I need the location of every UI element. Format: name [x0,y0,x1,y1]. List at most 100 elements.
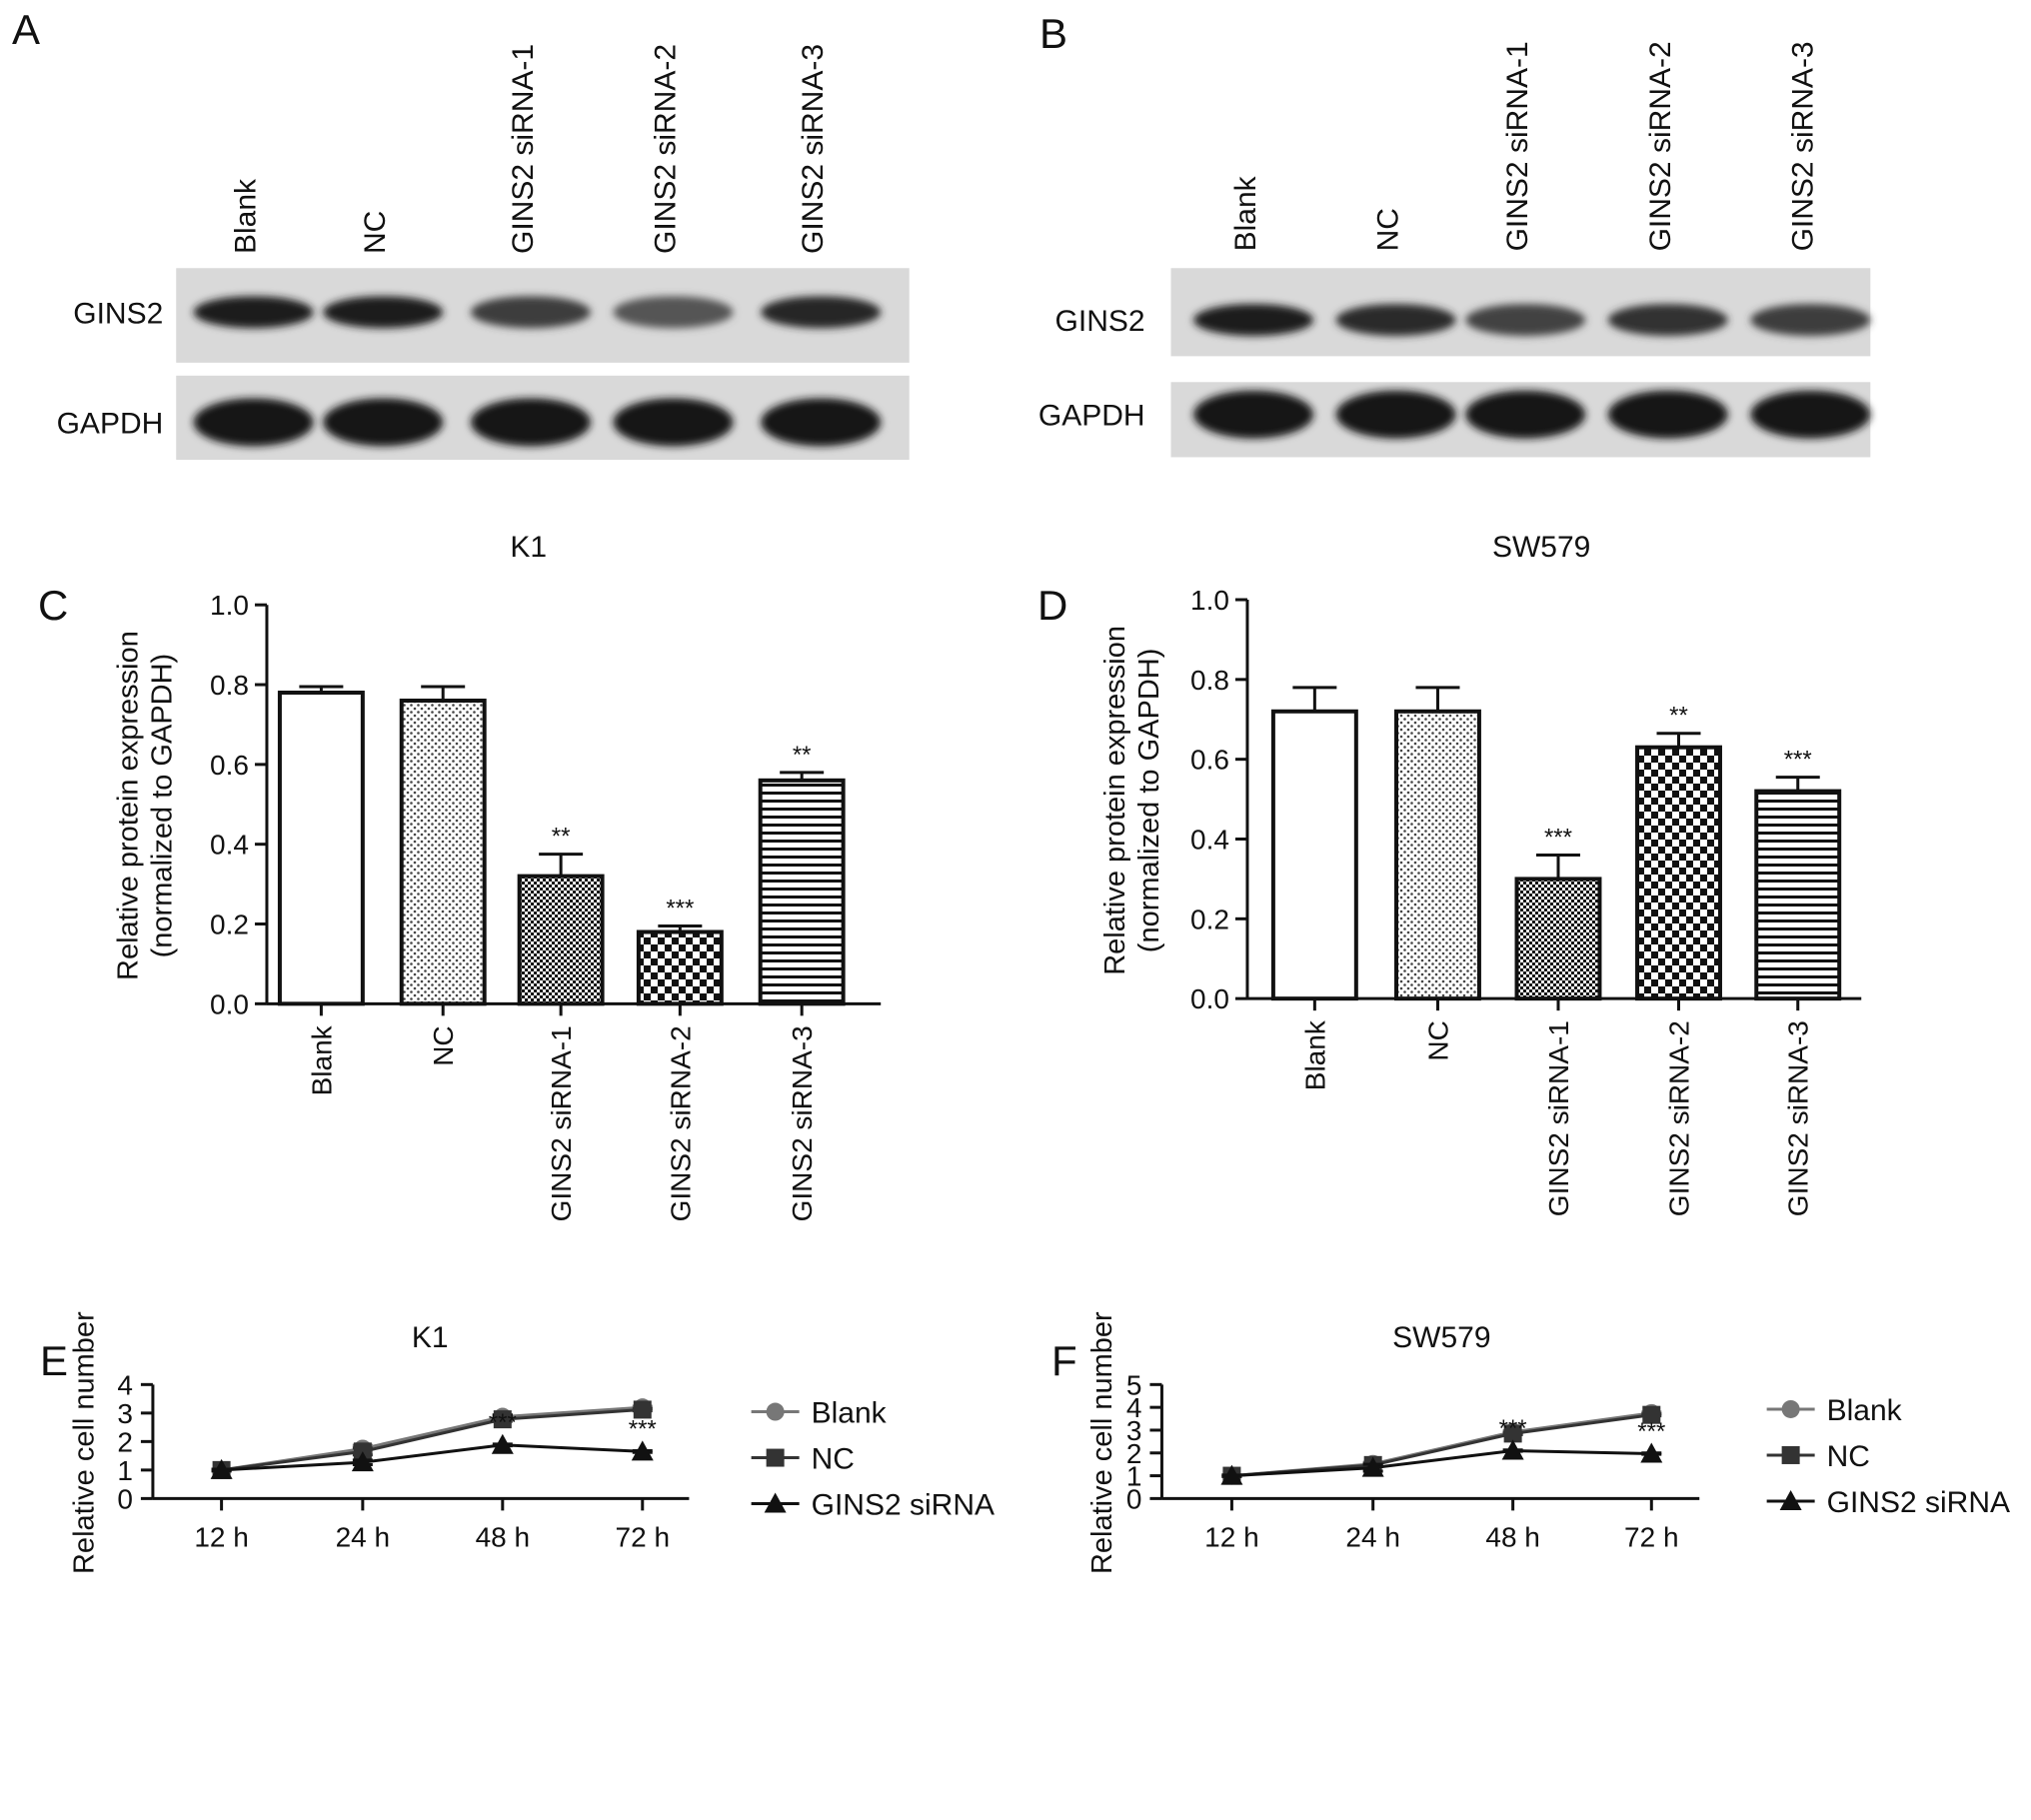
series-line [221,1407,643,1472]
marker-square [1781,1445,1800,1464]
y-tick-label: 4 [117,1369,133,1400]
y-tick-label: 0.0 [210,988,249,1019]
y-tick-label: 3 [1126,1415,1142,1446]
bar [1270,709,1358,1001]
blot-band [193,398,314,447]
bar [1394,709,1481,1001]
x-tick-label: 48 h [476,1521,531,1552]
chart-title: K1 [412,1321,449,1354]
blot-band [613,398,734,447]
x-category-label: GINS2 siRNA-3 [1783,1020,1814,1216]
bar [1754,789,1842,1001]
marker-triangle [1361,1456,1384,1477]
legend-label: NC [812,1443,855,1476]
y-axis-label: (normalized to GAPDH) [146,654,178,958]
chart-title: SW579 [1492,531,1590,564]
y-tick-label: 0.2 [210,910,249,940]
marker-triangle [1220,1464,1243,1485]
marker-triangle [1640,1442,1663,1463]
y-tick-label: 0.0 [1190,983,1229,1014]
y-tick-label: 1 [117,1455,133,1486]
blot-band [1335,390,1456,439]
y-tick-label: 1 [1126,1461,1142,1492]
marker-triangle [1501,1439,1524,1460]
blot-row-label: GAPDH [57,407,164,440]
significance-label: *** [666,896,694,922]
y-tick-label: 0.6 [1190,745,1229,776]
y-tick-label: 2 [117,1426,133,1457]
chart-title: K1 [510,531,547,564]
x-category-label: Blank [1299,1019,1330,1090]
blot-band [193,296,314,329]
western-blot-a: Blank NC GINS2 siRNA-1 GINS2 siRNA-2 GINS2 s… [57,44,910,461]
marker-square [1642,1405,1661,1424]
blot-row-label: GINS2 [1055,305,1145,338]
x-category-label: NC [1422,1020,1453,1060]
marker-triangle [491,1433,514,1454]
y-tick-label: 3 [117,1398,133,1429]
panel-letter-b: B [1039,10,1067,57]
legend-label: GINS2 siRNA [812,1489,995,1522]
bar [277,691,365,1006]
y-tick-label: 1.0 [210,590,249,621]
lane-label: GINS2 siRNA-3 [797,44,830,254]
panel-letter-a: A [12,6,40,53]
lane-label: GINS2 siRNA-3 [1786,41,1819,251]
y-tick-label: 0 [117,1483,133,1514]
legend-label: Blank [812,1397,888,1430]
chart-title: SW579 [1392,1321,1490,1354]
x-tick-label: 24 h [1345,1521,1400,1552]
bar [399,698,487,1006]
x-category-label: GINS2 siRNA-2 [1664,1020,1695,1216]
x-category-label: NC [428,1025,459,1065]
lane-label: GINS2 siRNA-2 [650,44,683,254]
blot-band [1750,304,1871,337]
x-tick-label: 12 h [1204,1521,1259,1552]
marker-triangle [631,1440,654,1461]
blot-band [761,296,882,329]
bar [517,874,605,1006]
blot-row-label: GINS2 [73,297,163,330]
y-tick-label: 4 [1126,1392,1142,1423]
lane-label: GINS2 siRNA-1 [1501,41,1534,251]
lane-label: GINS2 siRNA-1 [507,44,540,254]
y-tick-label: 0.2 [1190,904,1229,934]
x-category-label: GINS2 siRNA-1 [546,1025,577,1221]
y-tick-label: 0.4 [210,830,249,861]
blot-band [1750,390,1871,439]
significance-label: *** [1499,1415,1527,1442]
y-tick-label: 0.8 [210,670,249,701]
marker-circle [766,1402,785,1421]
y-tick-label: 1.0 [1190,585,1229,616]
panel-letter-f: F [1051,1337,1077,1384]
lane-label: GINS2 siRNA-2 [1644,41,1677,251]
series-line [221,1443,643,1472]
significance-label: ** [1669,703,1688,730]
blot-band [470,296,591,329]
blot-band [1607,390,1728,439]
significance-label: *** [1544,824,1572,851]
x-category-label: Blank [306,1024,337,1095]
series-line [1231,1413,1652,1478]
x-category-label: GINS2 siRNA-1 [1543,1020,1574,1216]
bar [1514,877,1602,1001]
significance-label: ** [793,742,812,769]
y-tick-label: 0.4 [1190,824,1229,855]
series-line [1231,1448,1652,1478]
bar [758,778,846,1006]
y-tick-label: 5 [1126,1369,1142,1400]
significance-label: *** [1784,747,1812,774]
blot-band [1335,304,1456,337]
x-category-label: GINS2 siRNA-3 [787,1025,818,1221]
blot-row-label: GAPDH [1038,400,1145,433]
marker-triangle [764,1492,787,1513]
x-tick-label: 72 h [616,1521,671,1552]
panel-letter-c: C [38,582,68,629]
lane-label: Blank [1229,175,1262,251]
blot-band [1193,390,1314,439]
y-axis-label: Relative protein expression [1099,626,1131,975]
significance-label: *** [629,1415,657,1442]
bar-chart-k1: K1 Relative protein expression (normalized… [112,531,882,1221]
